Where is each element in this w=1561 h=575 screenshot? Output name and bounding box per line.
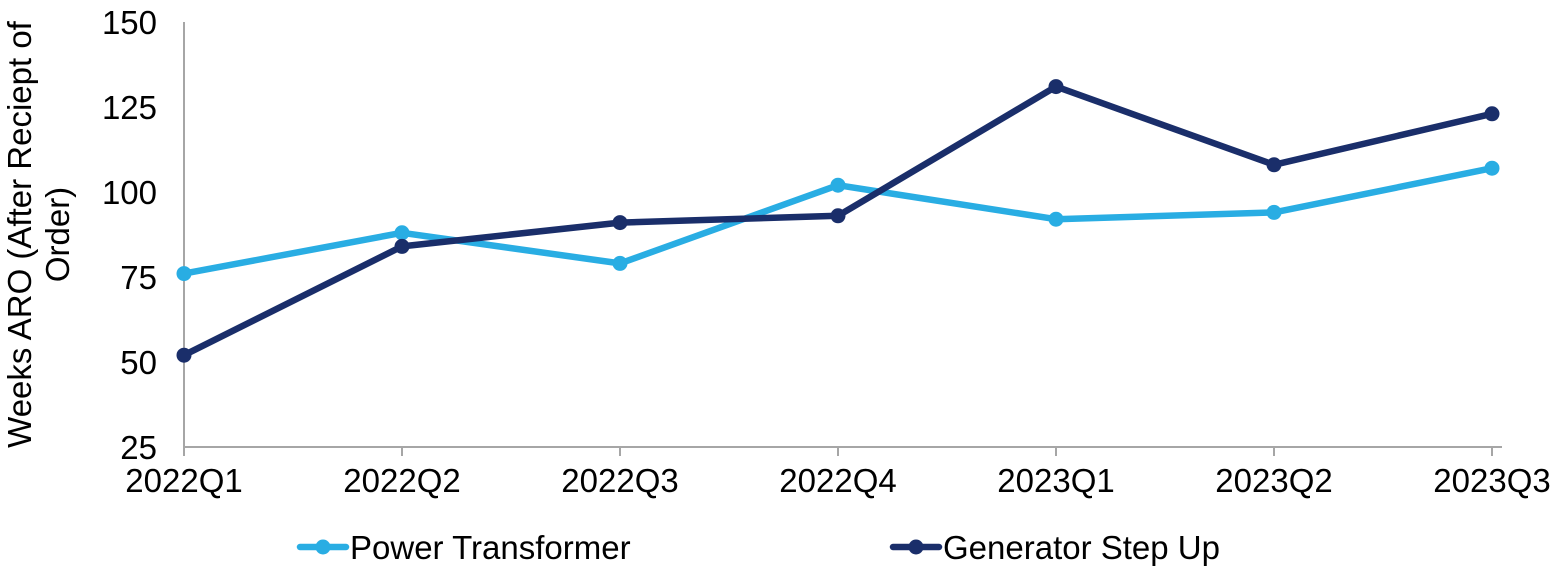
data-point-generator-step-up-2023q1	[1048, 79, 1064, 95]
y-tick-label-50: 50	[120, 344, 157, 381]
series-generator-step-up	[176, 79, 1500, 363]
x-tick-label-2022q3: 2022Q3	[561, 462, 678, 499]
y-tick-label-100: 100	[102, 174, 157, 211]
legend-item-generator-step-up: Generator Step Up	[889, 529, 1220, 566]
data-point-power-transformer-2023q3	[1484, 160, 1500, 176]
data-point-power-transformer-2022q4	[830, 177, 846, 193]
legend-label-generator-step-up: Generator Step Up	[943, 529, 1220, 566]
x-tick-label-2023q3: 2023Q3	[1433, 462, 1550, 499]
data-point-power-transformer-2023q1	[1048, 211, 1064, 227]
y-tick-label-75: 75	[120, 259, 157, 296]
data-point-generator-step-up-2022q4	[830, 208, 846, 224]
data-point-generator-step-up-2023q2	[1266, 157, 1282, 173]
x-tick-label-2022q2: 2022Q2	[343, 462, 460, 499]
legend-marker-dot-generator-step-up	[908, 539, 924, 555]
x-tick-label-2022q1: 2022Q1	[125, 462, 242, 499]
data-point-power-transformer-2023q2	[1266, 204, 1282, 220]
data-point-generator-step-up-2022q2	[394, 238, 410, 254]
data-point-power-transformer-2022q3	[612, 255, 628, 271]
data-point-power-transformer-2022q1	[176, 266, 192, 282]
y-axis-title-line-1: Weeks ARO (After Reciept of	[1, 20, 38, 448]
axes: 2022Q1 2022Q2 2022Q3 2022Q4 2023Q1 2023Q2 2023…	[1, 4, 1551, 499]
y-tick-label-25: 25	[120, 429, 157, 466]
y-tick-label-125: 125	[102, 89, 157, 126]
y-tick-label-150: 150	[102, 4, 157, 41]
x-tick-label-2023q2: 2023Q2	[1215, 462, 1332, 499]
data-point-power-transformer-2022q2	[394, 225, 410, 241]
y-axis-title-line-2: Order)	[39, 187, 76, 282]
data-point-generator-step-up-2022q3	[612, 215, 628, 231]
legend-marker-dot-power-transformer	[315, 539, 331, 555]
legend-item-power-transformer: Power Transformer	[296, 529, 631, 566]
chart-legend: Power Transformer Generator Step Up	[296, 529, 1220, 566]
legend-label-power-transformer: Power Transformer	[350, 529, 631, 566]
x-tick-label-2022q4: 2022Q4	[779, 462, 896, 499]
series-power-transformer	[176, 160, 1500, 282]
data-point-generator-step-up-2023q3	[1484, 106, 1500, 122]
data-point-generator-step-up-2022q1	[176, 347, 192, 363]
x-tick-label-2023q1: 2023Q1	[997, 462, 1114, 499]
